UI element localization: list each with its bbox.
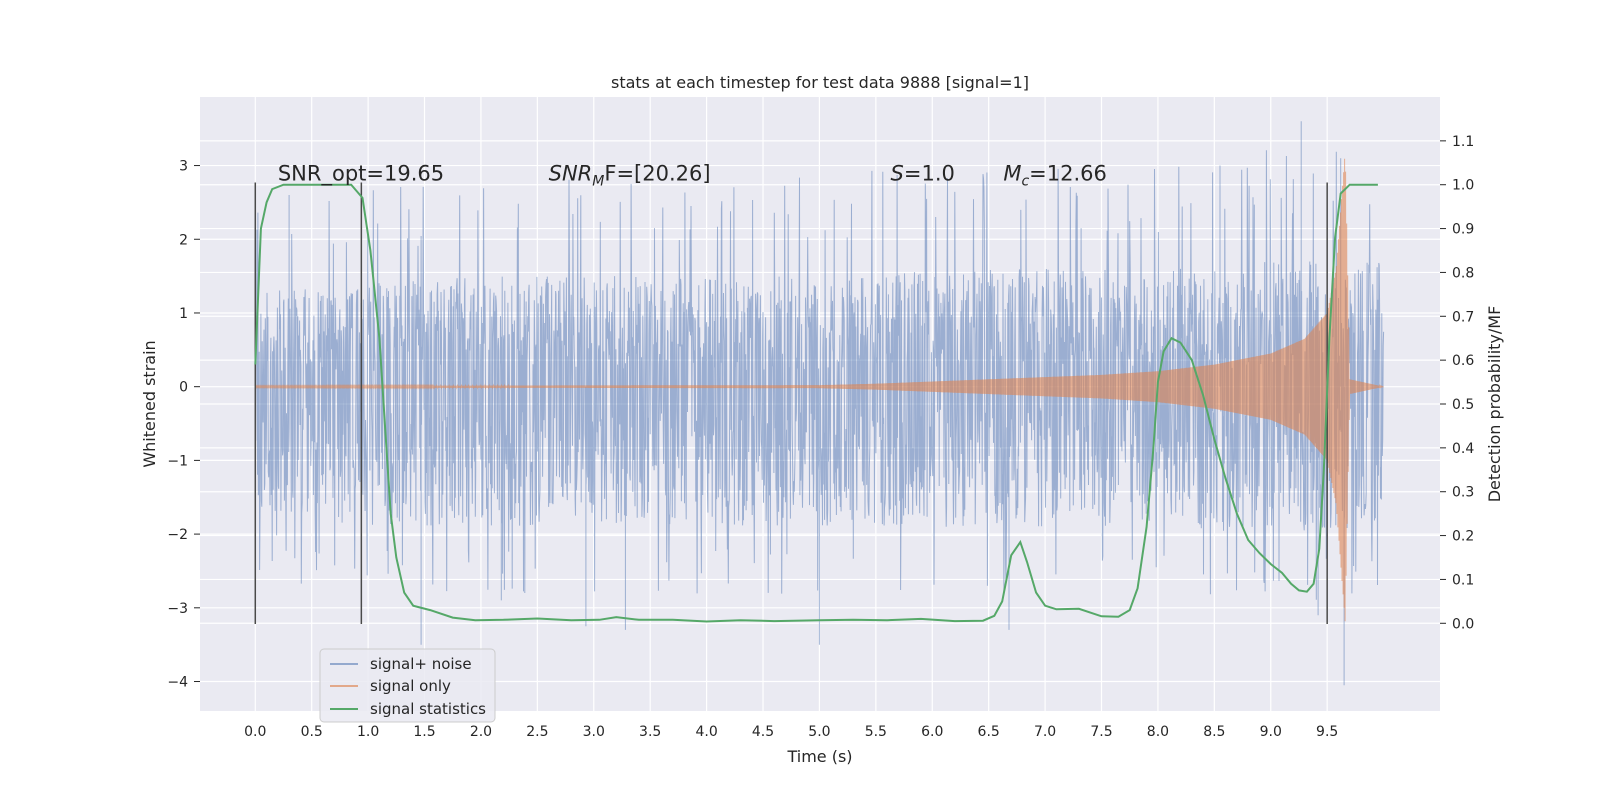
left-y-tick-label: −4 <box>167 675 188 691</box>
left-y-tick-label: −3 <box>167 601 188 617</box>
chart-title: stats at each timestep for test data 988… <box>611 73 1029 92</box>
annotation-text: S=1.0 <box>891 161 955 185</box>
legend-box <box>319 648 496 723</box>
x-tick-label: 9.5 <box>1316 724 1338 740</box>
x-tick-label: 7.0 <box>1034 724 1056 740</box>
x-tick-label: 8.0 <box>1147 724 1169 740</box>
x-tick-label: 0.5 <box>301 724 323 740</box>
annotation-subscript: M <box>592 173 604 189</box>
x-tick-label: 6.0 <box>921 724 943 740</box>
series-signal-statistics <box>254 183 1378 623</box>
legend-label-signal-statistics: signal statistics <box>370 700 486 718</box>
right-y-axis-ticks: 1.1 1.0 0.9 0.8 0.7 0.6 0.5 0.4 0.3 0.2 0.1 0.0 <box>1440 134 1474 632</box>
left-y-axis-label: Whitened strain <box>140 340 159 467</box>
right-y-tick-label: 0.8 <box>1452 265 1474 281</box>
annotation-prefix: SNR_opt=19.65 <box>278 161 444 186</box>
left-y-tick-label: −1 <box>167 453 188 469</box>
left-y-tick-label: 1 <box>179 306 188 322</box>
x-tick-label: 1.5 <box>413 724 435 740</box>
x-tick-label: 7.5 <box>1090 724 1112 740</box>
x-tick-label: 4.5 <box>752 724 774 740</box>
x-tick-label: 3.0 <box>583 724 605 740</box>
x-tick-label: 8.5 <box>1203 724 1225 740</box>
right-y-tick-label: 1.1 <box>1452 134 1474 150</box>
x-tick-label: 0.0 <box>244 724 266 740</box>
legend-label-signal-only: signal only <box>370 677 451 695</box>
x-tick-label: 6.5 <box>978 724 1000 740</box>
right-y-tick-label: 0.1 <box>1452 572 1474 588</box>
right-y-axis-label: Detection probability/MF <box>1485 306 1504 503</box>
left-y-tick-label: 2 <box>179 232 188 248</box>
x-tick-label: 2.0 <box>470 724 492 740</box>
x-tick-label: 4.0 <box>695 724 717 740</box>
annotation-text: SNR_opt=19.65 <box>278 161 444 186</box>
annotation-text: Mc=12.66 <box>1003 161 1107 189</box>
x-axis-label: Time (s) <box>786 747 852 766</box>
right-y-tick-label: 0.4 <box>1452 441 1474 457</box>
right-y-tick-label: 0.3 <box>1452 485 1474 501</box>
right-y-tick-label: 0.2 <box>1452 529 1474 545</box>
x-tick-label: 1.0 <box>357 724 379 740</box>
annotation-symbol: S <box>891 161 904 185</box>
annotation-suffix: =12.66 <box>1029 161 1107 185</box>
x-tick-label: 5.0 <box>808 724 830 740</box>
x-tick-label: 9.0 <box>1260 724 1282 740</box>
x-axis-ticks: 0.0 0.5 1.0 1.5 2.0 2.5 3.0 3.5 4.0 4.5 5.0 5.5 6.0 6… <box>244 724 1338 740</box>
annotations: SNR_opt=19.65 SNRMF=[20.26] S=1.0 Mc=12.66 <box>278 161 1107 189</box>
left-y-tick-label: 0 <box>179 380 188 396</box>
x-tick-label: 5.5 <box>865 724 887 740</box>
right-y-tick-label: 0.7 <box>1452 309 1474 325</box>
left-y-tick-label: 3 <box>179 159 188 175</box>
annotation-symbol: SNR <box>549 161 593 185</box>
x-tick-label: 3.5 <box>639 724 661 740</box>
annotation-suffix: F=[20.26] <box>604 161 710 185</box>
right-y-tick-label: 0.9 <box>1452 222 1474 238</box>
left-y-tick-label: −2 <box>167 527 188 543</box>
series-signal-only <box>254 158 1384 622</box>
x-tick-label: 2.5 <box>526 724 548 740</box>
right-y-tick-label: 0.5 <box>1452 397 1474 413</box>
annotation-suffix: =1.0 <box>904 161 955 185</box>
annotation-subscript: c <box>1021 173 1029 189</box>
left-y-axis-ticks: 3 2 1 0 −1 −2 −3 −4 <box>167 159 200 691</box>
legend-label-signal-noise: signal+ noise <box>370 655 472 673</box>
right-y-tick-label: 0.6 <box>1452 353 1474 369</box>
right-y-tick-label: 1.0 <box>1452 178 1474 194</box>
annotation-symbol: M <box>1003 161 1021 185</box>
right-y-tick-label: 0.0 <box>1452 616 1474 632</box>
annotation-text: SNRMF=[20.26] <box>549 161 711 189</box>
legend: signal+ noise signal only signal statist… <box>319 648 496 723</box>
